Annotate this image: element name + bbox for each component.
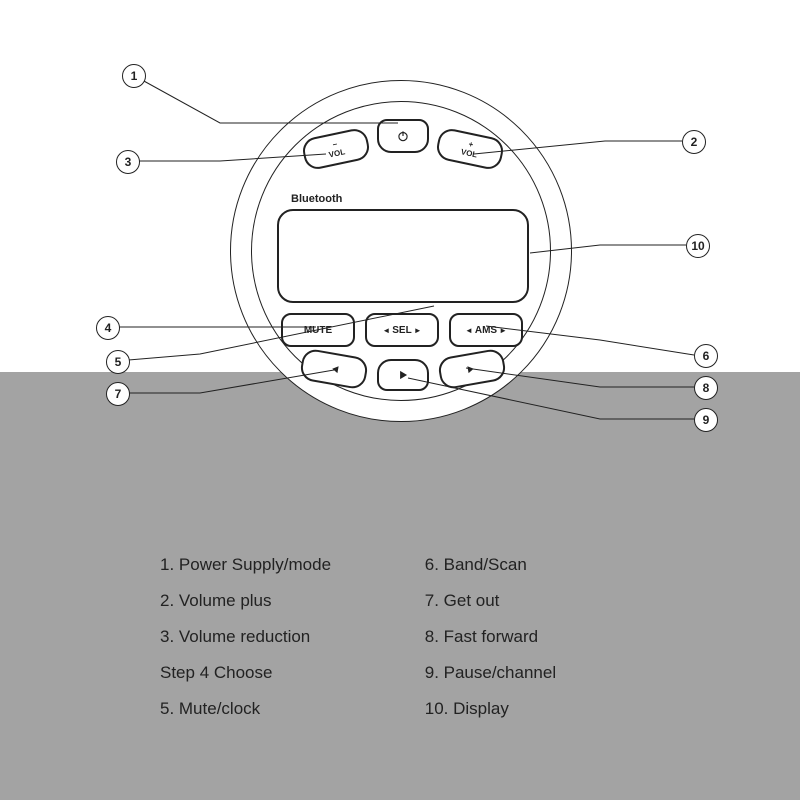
ams-button[interactable]: ◄ AMS ► [449,313,523,347]
legend-item: 8. Fast forward [425,626,665,648]
vol-label: VOL [328,148,346,159]
play-icon [396,368,410,382]
mute-button[interactable]: MUTE [281,313,355,347]
legend-item: 3. Volume reduction [160,626,420,648]
prev-icon [326,361,342,377]
callout-1: 1 [122,64,146,88]
legend-item: 6. Band/Scan [425,554,665,576]
legend-item: 7. Get out [425,590,665,612]
mute-label: MUTE [304,325,332,336]
right-arrow-icon: ► [414,326,422,335]
legend: 1. Power Supply/mode 2. Volume plus 3. Vol… [160,540,680,734]
left-arrow-icon: ◄ [382,326,390,335]
legend-item: 10. Display [425,698,665,720]
ams-label: AMS [475,325,497,336]
power-icon [396,129,410,143]
diagram-stage: Bluetooth − VOL + VOL MUTE ◄ SEL ► ◄ AMS… [0,0,800,800]
plus-icon: + [468,140,474,149]
left-arrow-icon: ◄ [465,326,473,335]
legend-item: 5. Mute/clock [160,698,420,720]
lcd-display [277,209,529,303]
callout-6: 6 [694,344,718,368]
sel-button[interactable]: ◄ SEL ► [365,313,439,347]
callout-9: 9 [694,408,718,432]
play-pause-button[interactable] [377,359,429,391]
callout-2: 2 [682,130,706,154]
callout-4: 4 [96,316,120,340]
callout-7: 7 [106,382,130,406]
bluetooth-label: Bluetooth [291,193,342,205]
legend-item: Step 4 Choose [160,662,420,684]
power-button[interactable] [377,119,429,153]
device-outer-ring: Bluetooth − VOL + VOL MUTE ◄ SEL ► ◄ AMS… [230,80,572,422]
next-icon [464,361,480,377]
legend-item: 1. Power Supply/mode [160,554,420,576]
callout-5: 5 [106,350,130,374]
callout-10: 10 [686,234,710,258]
right-arrow-icon: ► [499,326,507,335]
vol-label: VOL [460,148,478,159]
legend-item: 2. Volume plus [160,590,420,612]
sel-label: SEL [392,325,411,336]
callout-8: 8 [694,376,718,400]
legend-item: 9. Pause/channel [425,662,665,684]
callout-3: 3 [116,150,140,174]
